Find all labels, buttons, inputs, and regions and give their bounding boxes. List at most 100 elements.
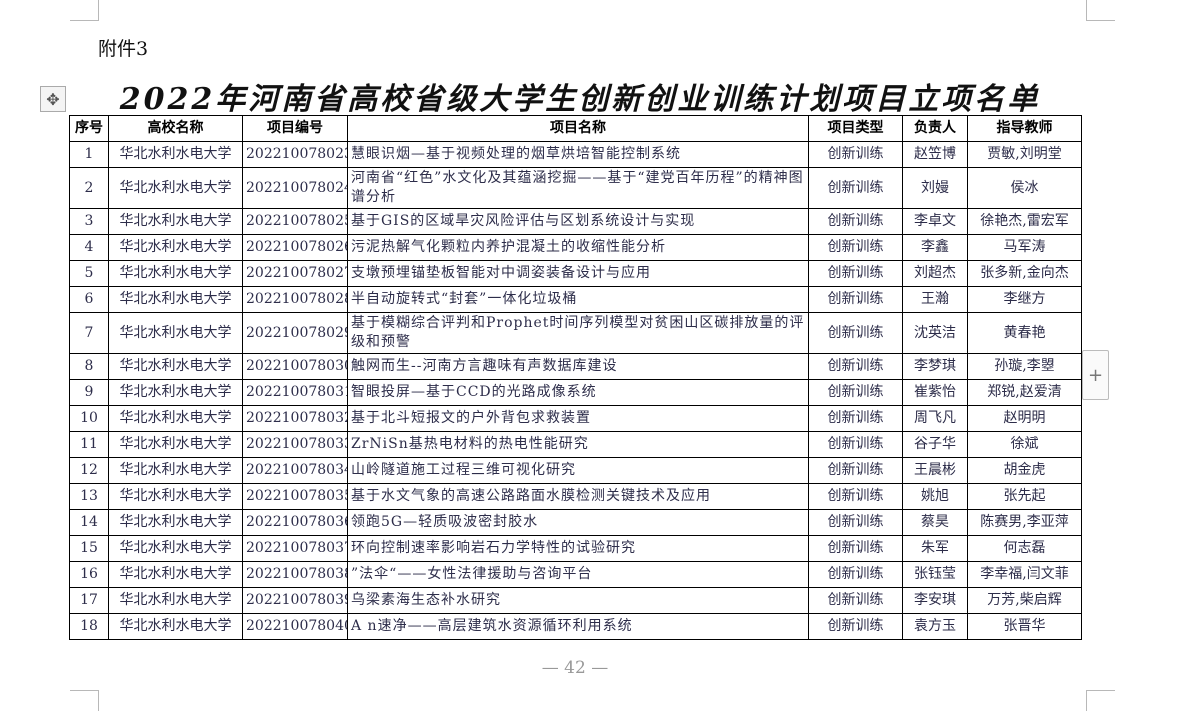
cell-index: 7 <box>69 312 109 354</box>
table-row: 14 华北水利水电大学 202210078036 领跑5G—轻质吸波密封胶水 创新训练蔡… <box>69 509 1082 536</box>
cell-university: 华北水利水电大学 <box>108 509 243 536</box>
cell-project-type: 创新训练 <box>808 234 903 261</box>
cell-project-id: 202210078026 <box>242 234 348 261</box>
cell-index: 16 <box>69 561 109 588</box>
table-row: 12 华北水利水电大学 202210078034 山岭隧道施工过程三维可视化研究 创新训… <box>69 457 1082 484</box>
cell-project-name: 半自动旋转式“封套”一体化垃圾桶 <box>347 286 809 313</box>
cell-advisor: 万芳,柴启辉 <box>967 587 1082 614</box>
cell-project-name: 基于GIS的区域旱灾风险评估与区划系统设计与实现 <box>347 208 809 235</box>
cell-leader: 刘超杰 <box>902 260 968 287</box>
cell-index: 8 <box>69 353 109 380</box>
cell-project-type: 创新训练 <box>808 535 903 562</box>
cell-project-id: 202210078024 <box>242 167 348 209</box>
cell-project-id: 202210078027 <box>242 260 348 287</box>
cell-university: 华北水利水电大学 <box>108 613 243 640</box>
table-header-row: 序号 高校名称 项目编号 项目名称 项目类型 负责人 指导教师 <box>69 115 1082 142</box>
table-row: 15 华北水利水电大学 202210078037 环向控制速率影响岩石力学特性的试验研… <box>69 535 1082 562</box>
cell-advisor: 何志磊 <box>967 535 1082 562</box>
cell-index: 4 <box>69 234 109 261</box>
cell-project-type: 创新训练 <box>808 260 903 287</box>
cell-index: 15 <box>69 535 109 562</box>
table-row: 8 华北水利水电大学 202210078030 触网而生--河南方言趣味有声数据库建设… <box>69 353 1082 380</box>
cell-leader: 姚旭 <box>902 483 968 510</box>
cell-project-name: 触网而生--河南方言趣味有声数据库建设 <box>347 353 809 380</box>
cell-project-name: 基于水文气象的高速公路路面水膜检测关键技术及应用 <box>347 483 809 510</box>
cell-leader: 朱军 <box>902 535 968 562</box>
table-row: 1 华北水利水电大学 202210078023 慧眼识烟—基于视频处理的烟草烘培智能控… <box>69 141 1082 168</box>
cell-university: 华北水利水电大学 <box>108 208 243 235</box>
cell-advisor: 孙璇,李曌 <box>967 353 1082 380</box>
cell-project-id: 202210078029 <box>242 312 348 354</box>
cell-university: 华北水利水电大学 <box>108 379 243 406</box>
cell-advisor: 胡金虎 <box>967 457 1082 484</box>
table-row: 11 华北水利水电大学 202210078033 ZrNiSn基热电材料的热电性能研究… <box>69 431 1082 458</box>
cell-leader: 袁方玉 <box>902 613 968 640</box>
cell-advisor: 侯冰 <box>967 167 1082 209</box>
cell-advisor: 李继方 <box>967 286 1082 313</box>
cell-university: 华北水利水电大学 <box>108 260 243 287</box>
cell-leader: 王晨彬 <box>902 457 968 484</box>
cell-project-type: 创新训练 <box>808 141 903 168</box>
project-table: 序号 高校名称 项目编号 项目名称 项目类型 负责人 指导教师 1 华北水利水电大学 20221… <box>69 115 1082 640</box>
table-row: 7 华北水利水电大学 202210078029 基于模糊综合评判和Prophet时间序… <box>69 312 1082 354</box>
cell-index: 1 <box>69 141 109 168</box>
table-row: 3 华北水利水电大学 202210078025 基于GIS的区域旱灾风险评估与区划系统… <box>69 208 1082 235</box>
cell-advisor: 徐艳杰,雷宏军 <box>967 208 1082 235</box>
cell-advisor: 郑锐,赵爱清 <box>967 379 1082 406</box>
cell-project-id: 202210078028 <box>242 286 348 313</box>
cell-project-id: 202210078032 <box>242 405 348 432</box>
add-row-button[interactable]: + <box>1082 350 1109 400</box>
cell-university: 华北水利水电大学 <box>108 561 243 588</box>
cell-project-name: 领跑5G—轻质吸波密封胶水 <box>347 509 809 536</box>
cell-project-id: 202210078038 <box>242 561 348 588</box>
cell-university: 华北水利水电大学 <box>108 483 243 510</box>
cell-project-type: 创新训练 <box>808 353 903 380</box>
cell-project-type: 创新训练 <box>808 561 903 588</box>
cell-project-type: 创新训练 <box>808 312 903 354</box>
table-row: 2 华北水利水电大学 202210078024 河南省“红色”水文化及其蕴涵挖掘——基… <box>69 167 1082 209</box>
cell-project-type: 创新训练 <box>808 167 903 209</box>
cell-leader: 李梦琪 <box>902 353 968 380</box>
cell-project-type: 创新训练 <box>808 431 903 458</box>
cell-project-type: 创新训练 <box>808 405 903 432</box>
cell-leader: 刘嫚 <box>902 167 968 209</box>
cell-advisor: 赵明明 <box>967 405 1082 432</box>
cell-index: 9 <box>69 379 109 406</box>
cell-advisor: 李幸福,闫文菲 <box>967 561 1082 588</box>
cell-project-type: 创新训练 <box>808 509 903 536</box>
header-university: 高校名称 <box>108 115 243 142</box>
cell-project-type: 创新训练 <box>808 286 903 313</box>
cell-advisor: 徐斌 <box>967 431 1082 458</box>
cell-index: 3 <box>69 208 109 235</box>
table-row: 6 华北水利水电大学 202210078028 半自动旋转式“封套”一体化垃圾桶 创新训… <box>69 286 1082 313</box>
cell-project-name: 支墩预埋锚垫板智能对中调姿装备设计与应用 <box>347 260 809 287</box>
cell-advisor: 贾敏,刘明堂 <box>967 141 1082 168</box>
cell-university: 华北水利水电大学 <box>108 405 243 432</box>
page-corner-mark <box>70 0 99 21</box>
cell-project-name: 基于模糊综合评判和Prophet时间序列模型对贫困山区碳排放量的评级和预警 <box>347 312 809 354</box>
cell-project-name: ZrNiSn基热电材料的热电性能研究 <box>347 431 809 458</box>
cell-leader: 周飞凡 <box>902 405 968 432</box>
cell-project-name: 污泥热解气化颗粒内养护混凝土的收缩性能分析 <box>347 234 809 261</box>
cell-index: 2 <box>69 167 109 209</box>
table-row: 4 华北水利水电大学 202210078026 污泥热解气化颗粒内养护混凝土的收缩性能… <box>69 234 1082 261</box>
header-project-type: 项目类型 <box>808 115 903 142</box>
table-move-handle[interactable]: ✥ <box>40 86 66 112</box>
cell-project-name: 慧眼识烟—基于视频处理的烟草烘培智能控制系统 <box>347 141 809 168</box>
cell-project-name: 山岭隧道施工过程三维可视化研究 <box>347 457 809 484</box>
page-corner-mark <box>1086 0 1115 21</box>
cell-university: 华北水利水电大学 <box>108 234 243 261</box>
table-row: 18 华北水利水电大学 202210078040 A n速净——高层建筑水资源循环利用… <box>69 613 1082 640</box>
cell-university: 华北水利水电大学 <box>108 457 243 484</box>
cell-project-name: 环向控制速率影响岩石力学特性的试验研究 <box>347 535 809 562</box>
table-row: 10 华北水利水电大学 202210078032 基于北斗短报文的户外背包求救装置 创新… <box>69 405 1082 432</box>
document-title: 2022年河南省高校省级大学生创新创业训练计划项目立项名单 <box>119 82 1041 117</box>
cell-project-id: 202210078040 <box>242 613 348 640</box>
cell-project-type: 创新训练 <box>808 613 903 640</box>
cell-project-name: 河南省“红色”水文化及其蕴涵挖掘——基于“建党百年历程”的精神图谱分析 <box>347 167 809 209</box>
cell-project-id: 202210078031 <box>242 379 348 406</box>
cell-advisor: 陈赛男,李亚萍 <box>967 509 1082 536</box>
cell-project-name: 基于北斗短报文的户外背包求救装置 <box>347 405 809 432</box>
cell-leader: 谷子华 <box>902 431 968 458</box>
cell-index: 6 <box>69 286 109 313</box>
